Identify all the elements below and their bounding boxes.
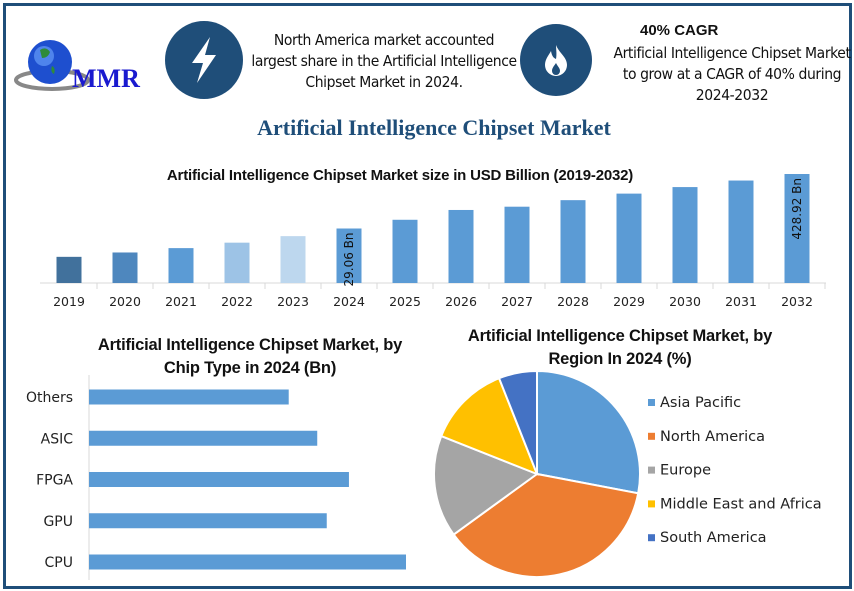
hbar-CPU: [89, 554, 406, 570]
mmr-logo: MMR: [14, 36, 154, 96]
x-tick-label-2020: 2020: [109, 294, 141, 309]
category-label-FPGA: FPGA: [36, 473, 73, 489]
lightning-bolt-icon: [192, 37, 216, 83]
bar-2028: [560, 200, 586, 283]
hbar-Others: [89, 389, 289, 405]
pie-slice-asia-pacific: [536, 369, 641, 495]
hbar-GPU: [89, 513, 327, 529]
legend-swatch: [648, 432, 655, 440]
info-icon-circle-1: [165, 21, 243, 99]
x-tick-label-2025: 2025: [389, 294, 421, 309]
x-tick-label-2022: 2022: [221, 294, 253, 309]
legend-label: Asia Pacific: [660, 395, 741, 411]
legend-swatch: [648, 534, 655, 542]
x-tick-label-2032: 2032: [781, 294, 813, 309]
bar-chart-title: Artificial Intelligence Chipset Market s…: [166, 167, 634, 184]
bar-2025: [392, 219, 418, 283]
legend-label: North America: [660, 429, 765, 445]
logo-text: MMR: [72, 64, 140, 93]
data-label-2024: 29.06 Bn: [342, 233, 356, 287]
bar-2021: [168, 248, 194, 283]
category-label-CPU: CPU: [45, 555, 73, 571]
hbar-FPGA: [89, 472, 349, 487]
data-label-2032: 428.92 Bn: [790, 178, 804, 240]
legend-swatch: [648, 500, 655, 508]
x-tick-label-2027: 2027: [501, 294, 533, 309]
main-title: Artificial Intelligence Chipset Market: [257, 115, 611, 140]
chip-type-chart-title: Artificial Intelligence Chipset Market, …: [97, 336, 403, 377]
bar-2031: [728, 180, 754, 283]
bar-2019: [56, 256, 82, 283]
x-tick-label-2024: 2024: [333, 294, 365, 309]
x-tick-label-2026: 2026: [445, 294, 477, 309]
x-tick-label-2019: 2019: [53, 294, 85, 309]
pie-slice-middle-east-and-africa: [439, 376, 539, 476]
hbar-ASIC: [89, 430, 318, 446]
pie-slice-north-america: [452, 472, 640, 578]
bar-2027: [504, 206, 530, 283]
x-tick-label-2030: 2030: [669, 294, 701, 309]
region-chart-title: Artificial Intelligence Chipset Market, …: [467, 327, 773, 368]
bar-2029: [616, 193, 642, 283]
x-tick-label-2031: 2031: [725, 294, 757, 309]
north-america-info-text: North America market accounted largest s…: [251, 31, 517, 91]
legend-label: Europe: [660, 463, 711, 479]
globe-icon: [14, 40, 90, 91]
legend-swatch: [648, 466, 655, 474]
bar-2032: [784, 174, 810, 283]
pie-slice-south-america: [497, 369, 538, 475]
legend-label: Middle East and Africa: [660, 496, 822, 512]
x-tick-label-2021: 2021: [165, 294, 197, 309]
bar-2024: [336, 228, 362, 283]
info-icon-circle-2: [520, 24, 592, 96]
bar-2026: [448, 209, 474, 283]
cagr-heading: 40% CAGR: [640, 22, 719, 39]
category-label-GPU: GPU: [43, 514, 73, 530]
flame-icon: [545, 45, 567, 76]
infographic-frame: [3, 3, 852, 589]
category-label-Others: Others: [26, 390, 73, 406]
bar-2020: [112, 252, 138, 283]
cagr-info-text: Artificial Intelligence Chipset Market t…: [613, 44, 851, 104]
x-tick-label-2028: 2028: [557, 294, 589, 309]
bar-2030: [672, 187, 698, 283]
legend-label: South America: [660, 530, 767, 546]
x-tick-label-2023: 2023: [277, 294, 309, 309]
category-label-ASIC: ASIC: [41, 431, 74, 447]
x-tick-label-2029: 2029: [613, 294, 645, 309]
bar-2023: [280, 236, 306, 283]
pie-slice-europe: [433, 434, 540, 536]
legend-swatch: [648, 399, 655, 406]
bar-2022: [224, 242, 250, 283]
